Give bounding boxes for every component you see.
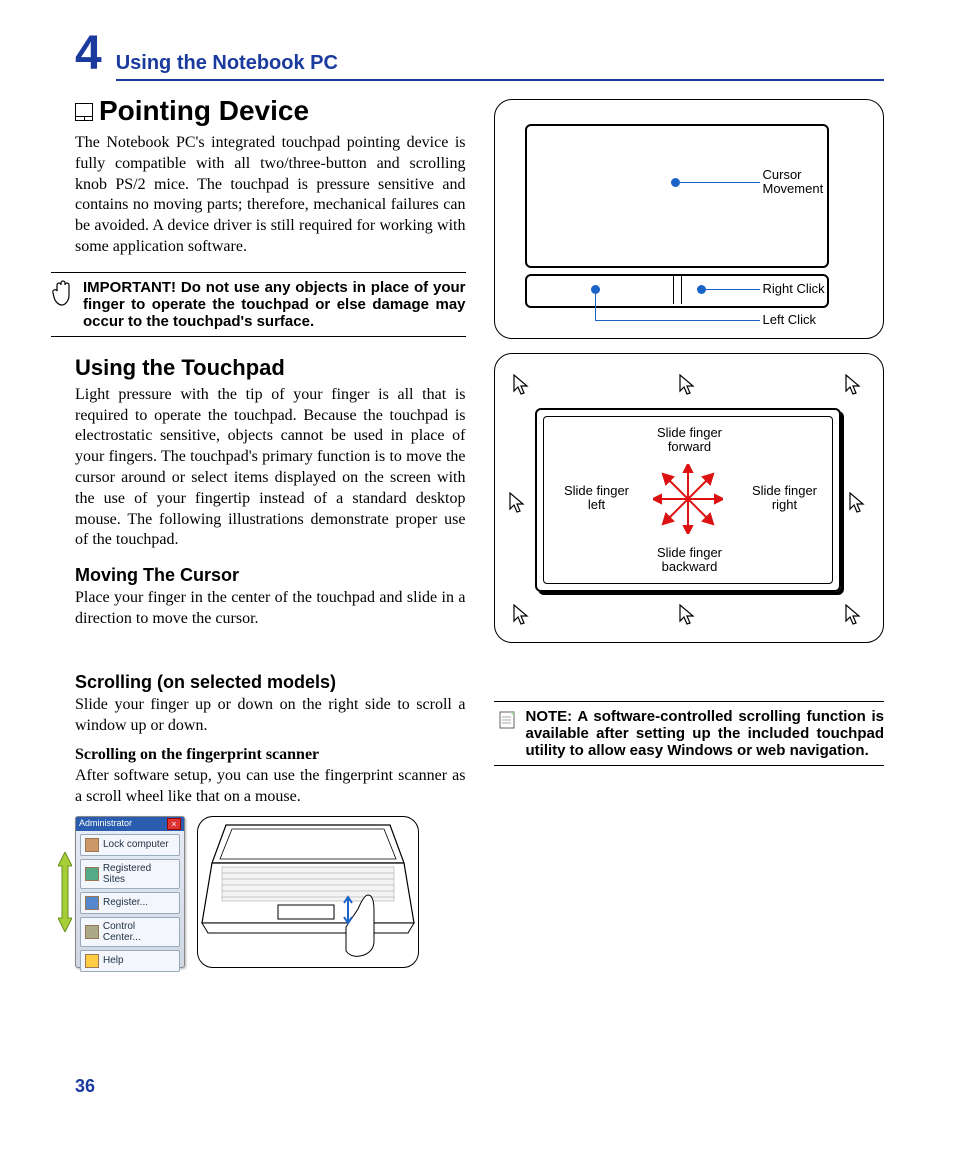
note-text: NOTE: A software-controlled scrolling fu…: [526, 708, 885, 759]
leader-line: [595, 320, 760, 321]
lock-icon: [85, 838, 99, 852]
scroll-arrow-icon: [58, 852, 72, 932]
label-left-click: Left Click: [763, 313, 816, 327]
cursor-icon: [849, 492, 867, 514]
fp-item: Lock computer: [80, 834, 180, 856]
left-column: Pointing Device The Notebook PC's integr…: [75, 85, 466, 968]
label-right-click: Right Click: [763, 282, 825, 296]
note-icon: [498, 710, 518, 730]
button-divider: [673, 274, 674, 304]
direction-arrows-icon: [653, 464, 723, 534]
fp-item: Register...: [80, 892, 180, 914]
cursor-icon: [513, 374, 531, 396]
fp-item-label: Lock computer: [103, 839, 169, 850]
page-number: 36: [75, 1076, 95, 1097]
cursor-icon: [513, 604, 531, 626]
heading-text: Pointing Device: [99, 95, 309, 126]
label-slide-left: Slide finger left: [557, 484, 637, 513]
fingerprint-panel: Administrator × Lock computer Registered…: [75, 816, 185, 968]
fingerprint-figure-row: Administrator × Lock computer Registered…: [75, 816, 466, 968]
fp-item-label: Registered Sites: [103, 863, 175, 885]
important-text: IMPORTANT! Do not use any objects in pla…: [83, 279, 466, 330]
label-cursor-movement: Cursor Movement: [763, 168, 833, 197]
heading-pointing-device: Pointing Device: [75, 95, 466, 127]
chapter-title: Using the Notebook PC: [116, 47, 884, 81]
fp-item-label: Help: [103, 955, 124, 966]
note-callout: NOTE: A software-controlled scrolling fu…: [494, 701, 885, 766]
right-column: Cursor Movement Right Click Left Click: [494, 85, 885, 968]
touchpad-icon: [75, 103, 93, 121]
para-fp-scroll: After software setup, you can use the fi…: [75, 766, 466, 808]
page: 4 Using the Notebook PC Pointing Device …: [0, 0, 954, 1155]
laptop-scroll-figure: [197, 816, 419, 968]
leader-line: [706, 289, 760, 290]
fp-item-label: Register...: [103, 897, 148, 908]
para-using-touchpad: Light pressure with the tip of your fing…: [75, 385, 466, 551]
chapter-number: 4: [75, 30, 102, 78]
sites-icon: [85, 867, 99, 881]
close-icon: ×: [167, 818, 181, 830]
intro-paragraph: The Notebook PC's integrated touchpad po…: [75, 133, 466, 258]
label-slide-backward: Slide finger backward: [650, 546, 730, 575]
cursor-icon: [509, 492, 527, 514]
dot-left-click: [591, 285, 600, 294]
cursor-icon: [679, 374, 697, 396]
hand-stop-icon: [51, 279, 75, 309]
leader-line: [595, 294, 596, 320]
figure-touchpad-labels: Cursor Movement Right Click Left Click: [494, 99, 885, 339]
button-divider: [681, 274, 682, 304]
para-scrolling: Slide your finger up or down on the righ…: [75, 695, 466, 737]
heading-scrolling: Scrolling (on selected models): [75, 672, 466, 693]
fp-item: Control Center...: [80, 917, 180, 947]
heading-moving-cursor: Moving The Cursor: [75, 565, 466, 586]
dot-right-click: [697, 285, 706, 294]
cursor-icon: [679, 604, 697, 626]
register-icon: [85, 896, 99, 910]
cursor-icon: [845, 604, 863, 626]
fp-title-text: Administrator: [79, 818, 132, 830]
dot-cursor: [671, 178, 680, 187]
important-callout: IMPORTANT! Do not use any objects in pla…: [51, 272, 466, 337]
heading-fp-scroll: Scrolling on the fingerprint scanner: [75, 746, 466, 764]
heading-using-touchpad: Using the Touchpad: [75, 355, 466, 381]
fp-item: Registered Sites: [80, 859, 180, 889]
chapter-header: 4 Using the Notebook PC: [75, 30, 884, 81]
label-slide-right: Slide finger right: [745, 484, 825, 513]
fp-item: Help: [80, 950, 180, 972]
leader-line: [680, 182, 760, 183]
label-slide-forward: Slide finger forward: [650, 426, 730, 455]
fp-title-bar: Administrator ×: [76, 817, 184, 831]
figure-slide-directions: Slide finger forward Slide finger backwa…: [494, 353, 885, 643]
content-columns: Pointing Device The Notebook PC's integr…: [75, 85, 884, 968]
fp-item-label: Control Center...: [103, 921, 175, 943]
control-center-icon: [85, 925, 99, 939]
para-moving-cursor: Place your finger in the center of the t…: [75, 588, 466, 630]
help-icon: [85, 954, 99, 968]
cursor-icon: [845, 374, 863, 396]
